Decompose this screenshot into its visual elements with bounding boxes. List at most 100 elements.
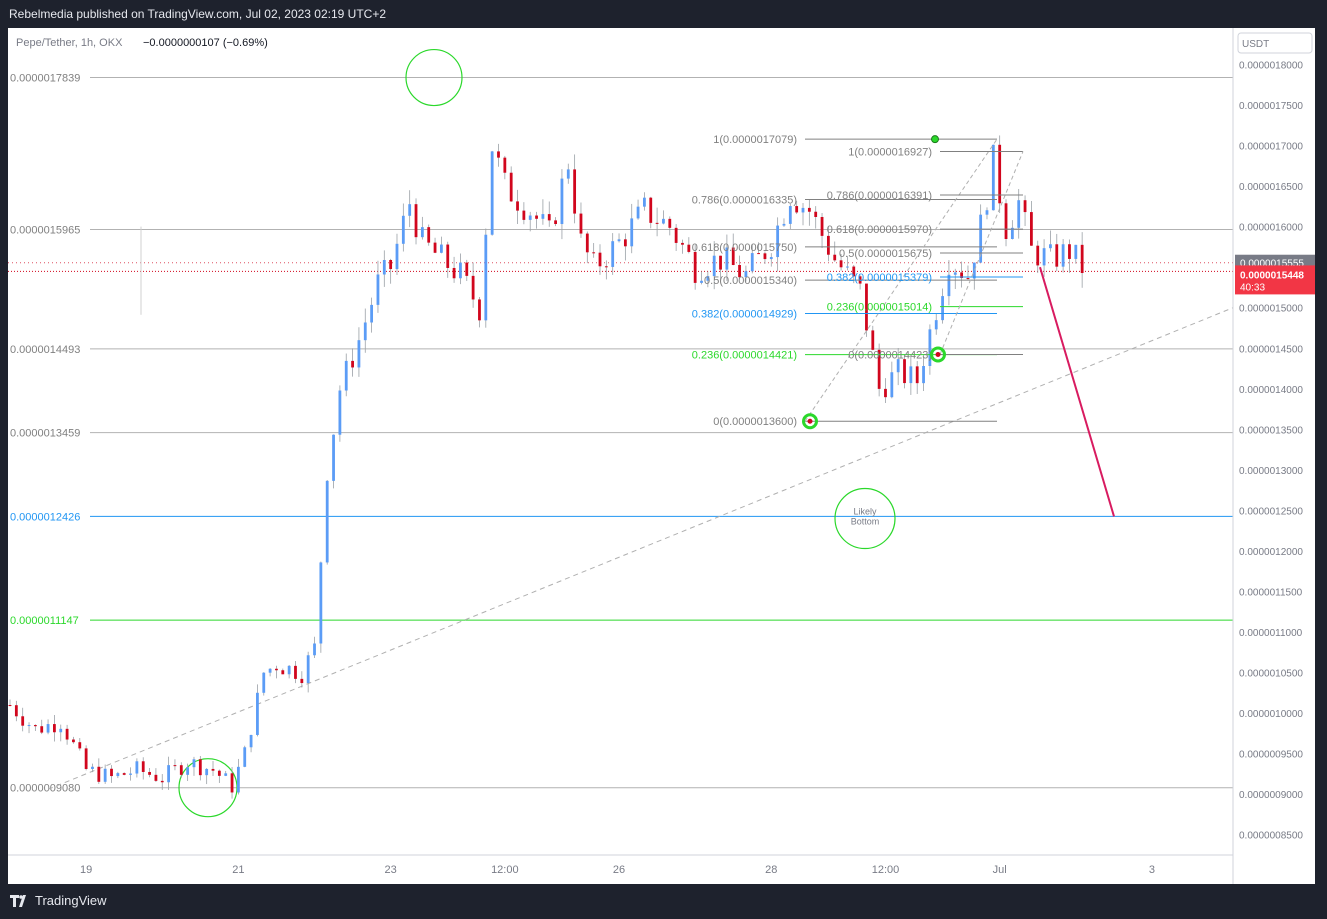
candle-body: [249, 734, 253, 748]
candle-body: [1068, 244, 1071, 259]
fib-b-label: 0.786(0.0000016391): [827, 190, 932, 202]
candle-body: [998, 144, 1002, 204]
candle-body: [979, 214, 983, 263]
candle-body: [585, 233, 589, 253]
legend: Pepe/Tether, 1h, OKX −0.0000000107 (−0.69…: [16, 37, 268, 49]
fib-b-label: 0.236(0.0000015014): [827, 302, 932, 314]
candle-body: [839, 260, 843, 268]
candle-body: [522, 210, 526, 220]
candle-body: [649, 197, 653, 223]
candle-body: [167, 765, 171, 783]
candle-body: [8, 705, 12, 707]
price-axis-bg: [1233, 28, 1315, 884]
chart-area[interactable]: [8, 28, 1315, 884]
candle-body: [91, 766, 94, 769]
candle-body: [439, 244, 443, 253]
candle-body: [110, 768, 113, 777]
candle-body: [401, 215, 405, 244]
candle-body: [408, 204, 412, 216]
candle-body: [636, 206, 640, 219]
y-tick-label: 0.0000008500: [1239, 831, 1303, 842]
candle-body: [376, 274, 380, 305]
candle-body: [78, 742, 82, 749]
candle-body: [763, 253, 767, 260]
x-tick-label: 12:00: [491, 864, 519, 876]
candle-body: [1055, 244, 1059, 267]
candle-body: [814, 211, 818, 217]
candle-body: [985, 210, 989, 215]
candle-body: [72, 739, 75, 743]
candle-body: [674, 227, 678, 243]
fib-a-label: 0.382(0.0000014929): [692, 308, 797, 320]
fib-b-label: 1(0.0000016927): [848, 146, 932, 158]
candle-body: [623, 239, 627, 247]
candle-body: [922, 365, 925, 384]
x-tick-label: 19: [80, 864, 92, 876]
candle-body: [306, 655, 310, 684]
candle-body: [446, 244, 450, 268]
candle-body: [833, 254, 837, 261]
currency-badge-label: USDT: [1242, 39, 1269, 50]
candle-body: [788, 206, 792, 224]
level-label: 0.0000012426: [10, 511, 80, 523]
level-label: 0.0000011147: [10, 615, 79, 627]
candle-body: [884, 388, 887, 398]
candle-body: [947, 274, 951, 297]
y-tick-label: 0.0000014000: [1239, 385, 1303, 396]
legend-change: −0.0000000107 (−0.69%): [143, 37, 268, 49]
top-marker: [931, 135, 939, 144]
y-tick-label: 0.0000016500: [1239, 182, 1303, 193]
candle-body: [211, 768, 215, 771]
y-tick-label: 0.0000014500: [1239, 344, 1303, 355]
candle-body: [972, 262, 976, 279]
y-tick-label: 0.0000012000: [1239, 547, 1303, 558]
candle-body: [643, 197, 646, 207]
candle-body: [27, 725, 31, 727]
fib-b-label: 0.382(0.0000015379): [827, 272, 932, 284]
candle-body: [389, 259, 393, 270]
candle-body: [65, 728, 69, 740]
candle-body: [655, 222, 659, 224]
candle-body: [313, 643, 316, 656]
candle-body: [224, 773, 228, 776]
candle-body: [579, 213, 583, 234]
candle-body: [217, 770, 221, 776]
footer-bar: [0, 884, 1327, 919]
candle-body: [801, 207, 805, 213]
pivot-marker-dot: [935, 352, 941, 358]
candle-body: [357, 340, 361, 368]
candle-body: [420, 227, 424, 238]
candle-body: [750, 253, 754, 272]
candle-body: [484, 234, 488, 321]
candle-body: [871, 330, 875, 350]
candle-body: [103, 768, 107, 782]
candle-body: [370, 304, 374, 323]
candle-body: [433, 242, 437, 253]
candle-body: [795, 206, 799, 213]
candle-body: [205, 768, 209, 776]
candle-body: [776, 225, 780, 258]
candle-body: [535, 215, 538, 219]
current-price-tag-label: 0.0000015448: [1240, 270, 1304, 281]
candle-body: [243, 747, 247, 767]
y-tick-label: 0.0000010000: [1239, 709, 1303, 720]
candle-body: [630, 218, 634, 247]
candle-body: [33, 725, 37, 727]
candle-body: [909, 366, 913, 384]
level-label: 0.0000009080: [10, 783, 80, 795]
candle-body: [459, 262, 462, 279]
candle-body: [693, 251, 697, 283]
candle-body: [427, 227, 431, 243]
candle-body: [1074, 244, 1078, 259]
candle-body: [236, 766, 240, 793]
candle-body: [1061, 244, 1065, 267]
candle-body: [490, 151, 494, 235]
x-tick-label: 3: [1149, 864, 1155, 876]
candle-body: [566, 169, 570, 179]
tradingview-logo[interactable]: TradingView: [10, 893, 107, 908]
candle-body: [332, 434, 335, 481]
candle-body: [509, 172, 513, 202]
fib-a-label: 0(0.0000013600): [713, 416, 797, 428]
candle-body: [953, 272, 957, 275]
